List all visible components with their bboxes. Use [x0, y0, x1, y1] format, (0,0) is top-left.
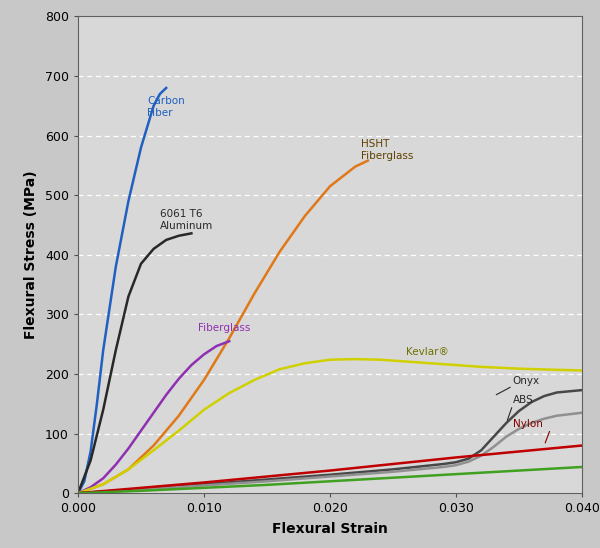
Text: HSHT
Fiberglass: HSHT Fiberglass [361, 139, 414, 161]
Text: Fiberglass: Fiberglass [198, 323, 250, 334]
Y-axis label: Flexural Stress (MPa): Flexural Stress (MPa) [24, 170, 38, 339]
Text: Onyx: Onyx [513, 376, 540, 386]
Text: ABS: ABS [513, 395, 533, 405]
Text: 6061 T6
Aluminum: 6061 T6 Aluminum [160, 209, 213, 231]
Text: Nylon: Nylon [513, 419, 542, 429]
X-axis label: Flexural Strain: Flexural Strain [272, 522, 388, 536]
Text: Kevlar®: Kevlar® [406, 347, 448, 357]
Text: Carbon
Fiber: Carbon Fiber [148, 96, 185, 118]
